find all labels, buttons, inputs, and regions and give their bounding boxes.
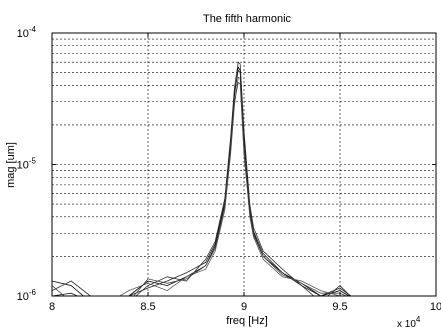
y-tick-label-exponent: -4: [29, 25, 37, 34]
y-tick-label: 10-4: [17, 25, 37, 40]
grid: [52, 33, 436, 296]
y-tick-label: 10-6: [17, 288, 37, 303]
x-tick-label: 8: [49, 301, 55, 313]
y-tick-label-base: 10: [17, 160, 29, 172]
x-multiplier-base: x 10: [397, 319, 416, 329]
y-tick-label: 10-5: [17, 157, 37, 172]
series-layer: [51, 61, 437, 309]
y-axis-label: mag [um]: [5, 142, 17, 188]
series-line-3: [51, 76, 436, 306]
x-axis-label: freq [Hz]: [226, 315, 268, 327]
chart-title: The fifth harmonic: [203, 13, 292, 25]
x-tick-label: 9.5: [332, 301, 347, 313]
y-tick-label-exponent: -5: [29, 157, 37, 166]
y-tick-label-base: 10: [17, 28, 29, 40]
y-tick-label-exponent: -6: [29, 288, 37, 297]
plot-bottom-mask: [51, 296, 437, 309]
y-tick-label-base: 10: [17, 291, 29, 303]
x-tick-label: 10: [430, 301, 441, 313]
x-multiplier-exponent: 4: [416, 315, 421, 324]
x-tick-label: 8.5: [140, 301, 155, 313]
x-multiplier-label: x 104: [397, 315, 421, 329]
series-line-4: [51, 69, 436, 303]
x-tick-label: 9: [241, 301, 247, 313]
